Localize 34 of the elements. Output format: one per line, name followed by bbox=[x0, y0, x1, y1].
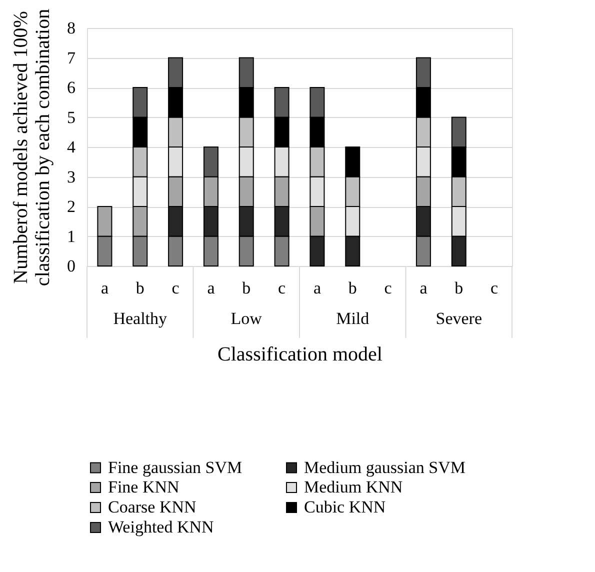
legend-label: Fine KNN bbox=[108, 478, 180, 496]
text: Healthy bbox=[113, 309, 168, 328]
y-tick-label: 4 bbox=[67, 138, 76, 156]
x-tick-label: a bbox=[313, 278, 322, 298]
x-tick-label: b bbox=[348, 278, 357, 298]
text: Severe bbox=[436, 309, 482, 328]
legend-label: Cubic KNN bbox=[304, 498, 386, 516]
x-tick-label: c bbox=[172, 278, 180, 298]
legend-label: Coarse KNN bbox=[108, 498, 196, 516]
x-axis-title: Classification model bbox=[218, 344, 383, 366]
x-tick-label: b bbox=[242, 278, 251, 298]
y-tick-label: 1 bbox=[67, 226, 76, 246]
x-tick-label: c bbox=[278, 278, 286, 298]
y-tick-label: 3 bbox=[67, 167, 76, 186]
y-tick-label: 0 bbox=[67, 256, 76, 276]
text: Low bbox=[230, 309, 263, 328]
y-tick-label: 7 bbox=[67, 48, 76, 68]
x-tick-label: c bbox=[490, 278, 499, 298]
y-tick-label: 2 bbox=[67, 197, 76, 216]
y-axis-title: Numberof models achieved 100% classification by each combination bbox=[10, 8, 54, 286]
text: Mild bbox=[336, 309, 370, 328]
x-tick-label: b bbox=[136, 278, 144, 298]
y-tick-label: 6 bbox=[67, 78, 76, 97]
legend-label: Weighted KNN bbox=[108, 518, 214, 536]
legend-label: Medium gaussian SVM bbox=[304, 458, 466, 477]
legend-label: Fine gaussian SVM bbox=[108, 458, 242, 477]
x-tick-label: b bbox=[454, 278, 464, 298]
x-tick-label: a bbox=[420, 278, 428, 298]
y-tick-label: 8 bbox=[67, 18, 76, 38]
x-tick-label: a bbox=[100, 278, 109, 298]
y-tick-label: 5 bbox=[67, 108, 76, 127]
legend-label: Medium KNN bbox=[304, 478, 403, 496]
x-tick-label: a bbox=[207, 278, 216, 298]
x-tick-label: c bbox=[384, 278, 392, 298]
